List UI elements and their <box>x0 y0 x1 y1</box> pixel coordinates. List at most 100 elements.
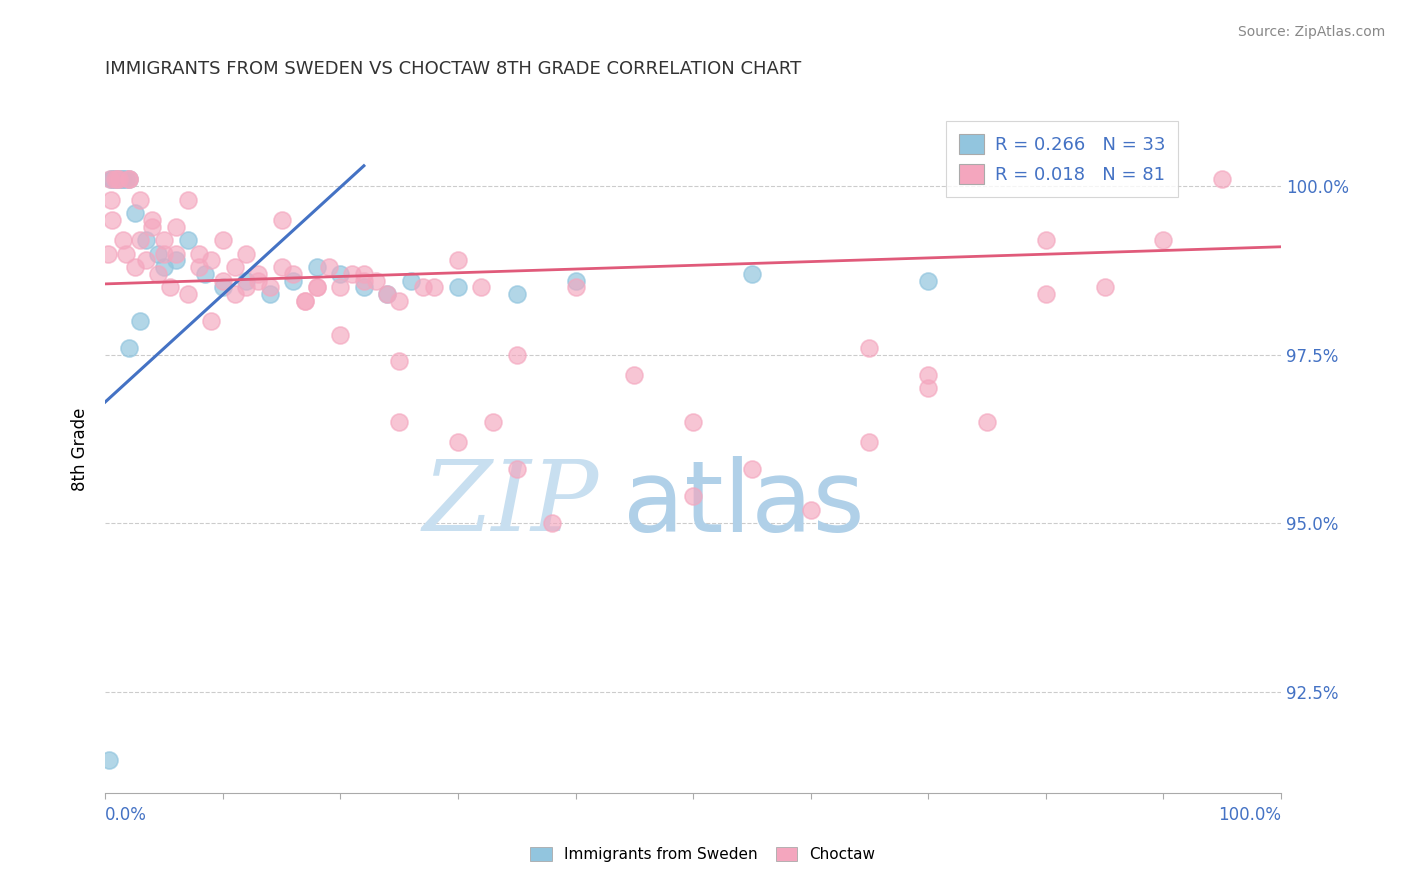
Point <box>101 172 124 186</box>
Text: ZIP: ZIP <box>423 457 599 552</box>
Text: 100.0%: 100.0% <box>1218 805 1281 823</box>
Point <box>377 287 399 301</box>
Point <box>115 246 138 260</box>
Point <box>682 415 704 429</box>
Point <box>318 260 340 274</box>
Point <box>211 273 233 287</box>
Point <box>129 314 152 328</box>
Point <box>118 172 141 186</box>
Point <box>1152 233 1174 247</box>
Point <box>682 490 704 504</box>
Y-axis label: 8th Grade: 8th Grade <box>72 408 89 491</box>
Point <box>129 193 152 207</box>
Point <box>111 172 134 186</box>
Point <box>153 246 176 260</box>
Point <box>976 415 998 429</box>
Point <box>100 193 122 207</box>
Point <box>224 260 246 274</box>
Point <box>447 253 470 268</box>
Point <box>329 267 352 281</box>
Point <box>141 212 163 227</box>
Point <box>506 348 529 362</box>
Point <box>111 233 134 247</box>
Point <box>283 267 305 281</box>
Point <box>1035 233 1057 247</box>
Point <box>176 287 198 301</box>
Point <box>124 260 146 274</box>
Point <box>917 382 939 396</box>
Point <box>200 253 222 268</box>
Text: Source: ZipAtlas.com: Source: ZipAtlas.com <box>1237 25 1385 39</box>
Point <box>858 341 880 355</box>
Point <box>108 172 131 186</box>
Point <box>294 293 316 308</box>
Point <box>146 267 169 281</box>
Point <box>188 260 211 274</box>
Point <box>1094 280 1116 294</box>
Point <box>211 233 233 247</box>
Point <box>146 246 169 260</box>
Point <box>388 354 411 368</box>
Point <box>153 233 176 247</box>
Point <box>224 287 246 301</box>
Point <box>377 287 399 301</box>
Point <box>259 280 281 294</box>
Point <box>482 415 505 429</box>
Point <box>353 267 375 281</box>
Point <box>176 233 198 247</box>
Point <box>105 172 128 186</box>
Text: 0.0%: 0.0% <box>105 805 148 823</box>
Point <box>541 516 564 531</box>
Point <box>111 172 134 186</box>
Point <box>153 260 176 274</box>
Point <box>1211 172 1233 186</box>
Point <box>194 267 217 281</box>
Text: atlas: atlas <box>623 456 865 553</box>
Point <box>353 280 375 294</box>
Point <box>104 172 127 186</box>
Point <box>917 273 939 287</box>
Point <box>270 260 292 274</box>
Point <box>97 753 120 767</box>
Point <box>412 280 434 294</box>
Point <box>283 273 305 287</box>
Point <box>135 233 157 247</box>
Point <box>118 172 141 186</box>
Point <box>741 267 763 281</box>
Point <box>200 314 222 328</box>
Point <box>247 273 270 287</box>
Point <box>100 172 122 186</box>
Point <box>1035 287 1057 301</box>
Point <box>340 267 363 281</box>
Point <box>104 172 127 186</box>
Point <box>447 280 470 294</box>
Point <box>305 280 328 294</box>
Point <box>741 462 763 476</box>
Point <box>176 193 198 207</box>
Point <box>165 246 187 260</box>
Point <box>135 253 157 268</box>
Point <box>211 280 233 294</box>
Point <box>470 280 492 294</box>
Point <box>353 273 375 287</box>
Point <box>329 327 352 342</box>
Point <box>118 341 141 355</box>
Point <box>165 219 187 234</box>
Point <box>235 280 257 294</box>
Point <box>101 212 124 227</box>
Point <box>124 206 146 220</box>
Point <box>115 172 138 186</box>
Point <box>270 212 292 227</box>
Point <box>188 246 211 260</box>
Point <box>141 219 163 234</box>
Point <box>506 462 529 476</box>
Point <box>165 253 187 268</box>
Point <box>247 267 270 281</box>
Point <box>129 233 152 247</box>
Point <box>423 280 446 294</box>
Point <box>235 246 257 260</box>
Point <box>447 435 470 450</box>
Legend: R = 0.266   N = 33, R = 0.018   N = 81: R = 0.266 N = 33, R = 0.018 N = 81 <box>946 121 1178 197</box>
Point <box>388 415 411 429</box>
Point <box>364 273 387 287</box>
